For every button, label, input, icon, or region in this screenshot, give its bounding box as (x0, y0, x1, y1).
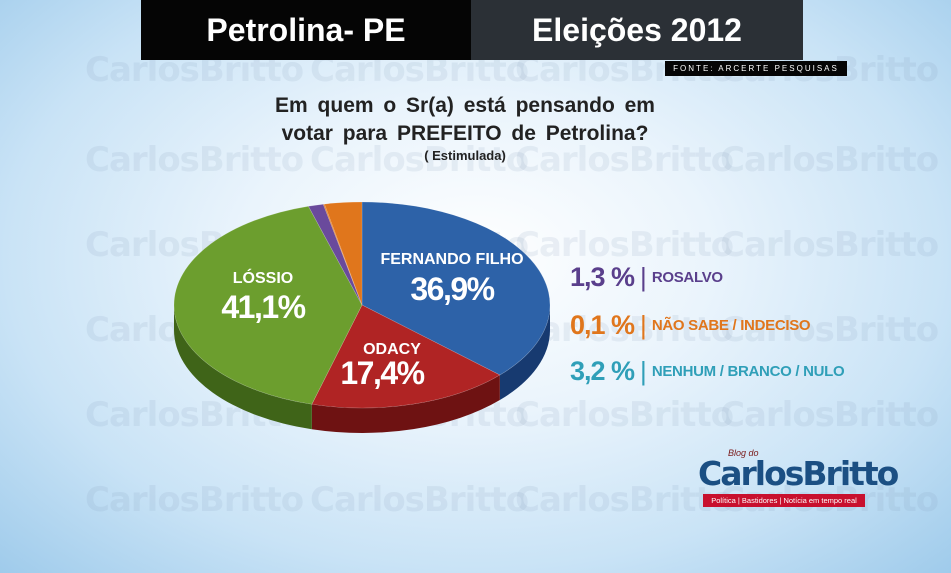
logo-small-text: Blog do (728, 448, 759, 458)
logo-name: CarlosBritto (698, 454, 899, 493)
pie-slice-l-ssio (173, 205, 363, 405)
legend-label: NENHUM / BRANCO / NULO (651, 363, 845, 380)
header-city-title: Petrolina- PE (141, 0, 471, 60)
slice-label-value: 36,9% (410, 271, 494, 307)
legend-value: 1,3 % (570, 262, 635, 292)
pie-slice-nenhum-branco-nulo (324, 201, 363, 306)
legend-item: 1,3 % | ROSALVO (570, 262, 723, 293)
legend-value: 0,1 % (570, 310, 635, 340)
header-election-title: Eleições 2012 (471, 0, 803, 60)
legend-label: NÃO SABE / INDECISO (651, 317, 811, 334)
legend-separator: | (640, 310, 647, 340)
pie-side-fernando-filho (499, 305, 550, 401)
question-line-2: votar para PREFEITO de Petrolina? (281, 122, 649, 145)
question-line-1: Em quem o Sr(a) está pensando em (275, 94, 655, 117)
legend-item: 3,2 % | NENHUM / BRANCO / NULO (570, 356, 845, 387)
pie-slice-rosalvo (307, 203, 363, 306)
slice-label-value: 17,4% (340, 355, 424, 391)
slice-label-value: 41,1% (221, 289, 305, 325)
legend-item: 0,1 % | NÃO SABE / INDECISO (570, 310, 811, 341)
legend-label: ROSALVO (651, 269, 723, 286)
pie-slice-fernando-filho (361, 201, 551, 376)
legend-separator: | (640, 262, 647, 292)
slice-label-name: ODACY (363, 341, 421, 358)
pie-slice-odacy (311, 304, 501, 409)
question-subtitle: ( Estimulada) (424, 148, 506, 163)
legend-separator: | (640, 356, 647, 386)
source-label: FONTE: ARCERTE PESQUISAS (665, 61, 847, 76)
question-title: Em quem o Sr(a) está pensando em votar p… (200, 92, 730, 164)
legend-value: 3,2 % (570, 356, 635, 386)
slice-label-name: FERNANDO FILHO (380, 251, 523, 268)
pie-side-odacy (311, 375, 500, 434)
logo-tagline: Política | Bastidores | Notícia em tempo… (703, 494, 865, 507)
pie-side-l-ssio (173, 305, 312, 430)
slice-label-name: LÓSSIO (233, 268, 293, 287)
header-banner: Petrolina- PE Eleições 2012 (141, 0, 803, 60)
